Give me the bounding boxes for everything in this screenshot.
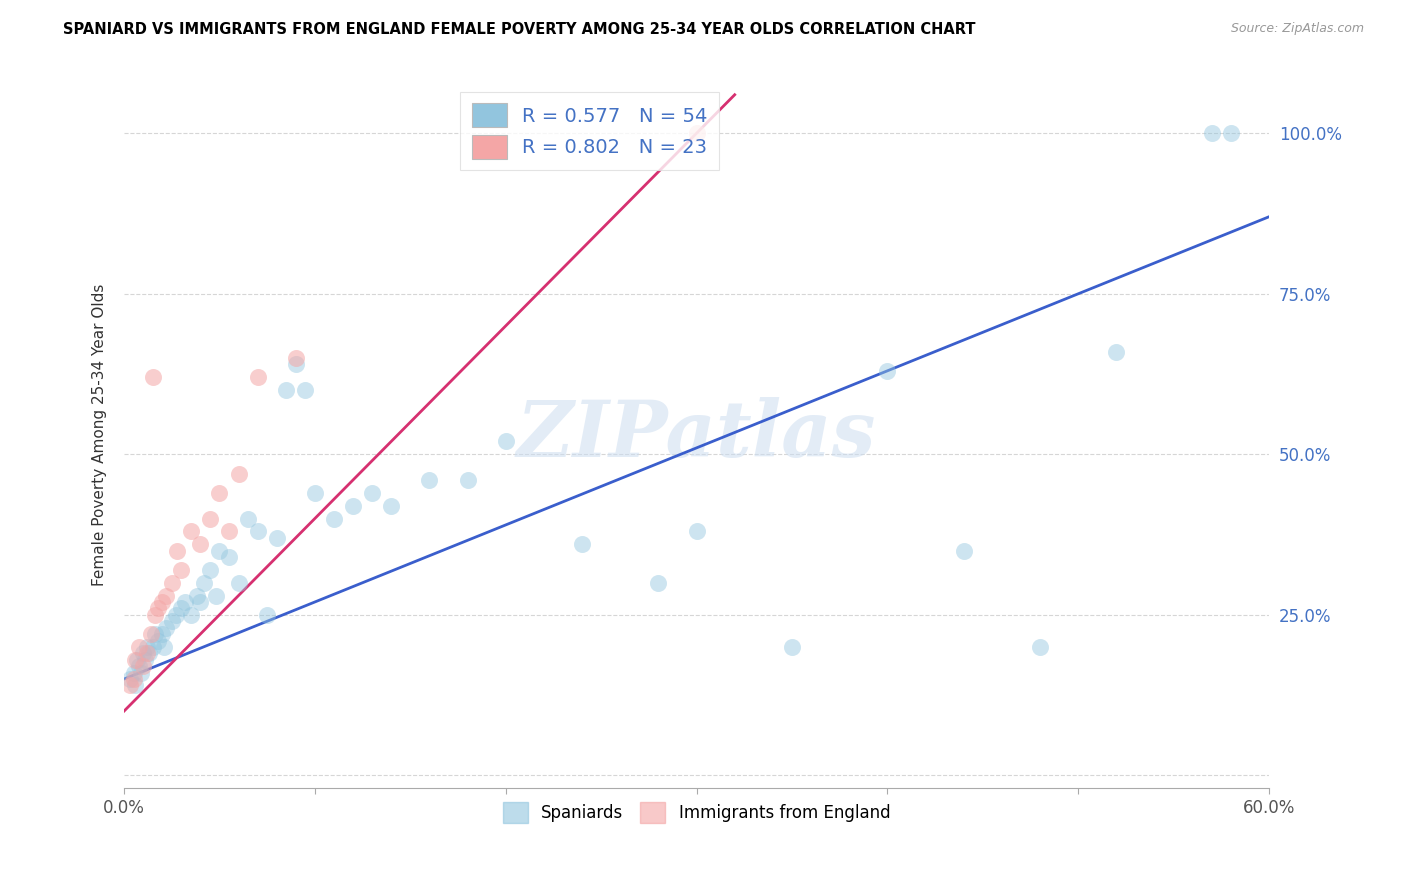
Point [132, 646, 155, 660]
Point [208, 486, 231, 500]
Point [647, 575, 669, 590]
Point [134, 653, 156, 667]
Point [122, 672, 145, 686]
Point [155, 621, 177, 635]
Point [276, 383, 298, 397]
Point [174, 595, 197, 609]
Point [198, 511, 221, 525]
Point [155, 589, 177, 603]
Point [132, 659, 155, 673]
Point [135, 640, 157, 654]
Text: ZIPatlas: ZIPatlas [517, 397, 876, 474]
Point [218, 549, 240, 564]
Point [118, 678, 141, 692]
Point [186, 589, 208, 603]
Point [294, 383, 316, 397]
Point [135, 646, 157, 660]
Point [142, 640, 165, 654]
Point [208, 543, 231, 558]
Point [143, 627, 166, 641]
Point [685, 126, 707, 140]
Point [193, 575, 215, 590]
Point [165, 607, 187, 622]
Point [166, 543, 188, 558]
Point [685, 524, 707, 539]
Point [124, 678, 146, 692]
Y-axis label: Female Poverty Among 25-34 Year Olds: Female Poverty Among 25-34 Year Olds [93, 284, 107, 586]
Point [160, 575, 183, 590]
Point [361, 486, 384, 500]
Point [148, 601, 170, 615]
Text: Source: ZipAtlas.com: Source: ZipAtlas.com [1230, 22, 1364, 36]
Legend: Spaniards, Immigrants from England: Spaniards, Immigrants from England [496, 796, 897, 830]
Point [228, 467, 250, 481]
Point [138, 646, 160, 660]
Point [228, 575, 250, 590]
Point [170, 601, 193, 615]
Point [256, 607, 278, 622]
Point [148, 633, 170, 648]
Point [139, 627, 162, 641]
Point [284, 358, 307, 372]
Point [170, 563, 193, 577]
Point [150, 595, 173, 609]
Point [118, 672, 141, 686]
Point [876, 364, 898, 378]
Point [218, 524, 240, 539]
Point [1219, 126, 1241, 140]
Point [128, 659, 150, 673]
Point [153, 640, 176, 654]
Point [304, 486, 326, 500]
Point [418, 473, 440, 487]
Point [127, 653, 149, 667]
Point [143, 607, 166, 622]
Point [571, 537, 593, 551]
Point [160, 614, 183, 628]
Point [150, 627, 173, 641]
Point [457, 473, 479, 487]
Point [342, 499, 364, 513]
Point [122, 665, 145, 680]
Point [142, 370, 165, 384]
Point [1201, 126, 1223, 140]
Point [246, 524, 269, 539]
Point [1029, 640, 1052, 654]
Point [780, 640, 803, 654]
Text: SPANIARD VS IMMIGRANTS FROM ENGLAND FEMALE POVERTY AMONG 25-34 YEAR OLDS CORRELA: SPANIARD VS IMMIGRANTS FROM ENGLAND FEMA… [63, 22, 976, 37]
Point [380, 499, 402, 513]
Point [129, 665, 152, 680]
Point [180, 607, 202, 622]
Point [180, 524, 202, 539]
Point [323, 511, 346, 525]
Point [188, 595, 211, 609]
Point [952, 543, 974, 558]
Point [284, 351, 307, 365]
Point [204, 589, 226, 603]
Point [236, 511, 259, 525]
Point [198, 563, 221, 577]
Point [124, 653, 146, 667]
Point [266, 531, 288, 545]
Point [188, 537, 211, 551]
Point [128, 640, 150, 654]
Point [495, 434, 517, 449]
Point [246, 370, 269, 384]
Point [1105, 344, 1128, 359]
